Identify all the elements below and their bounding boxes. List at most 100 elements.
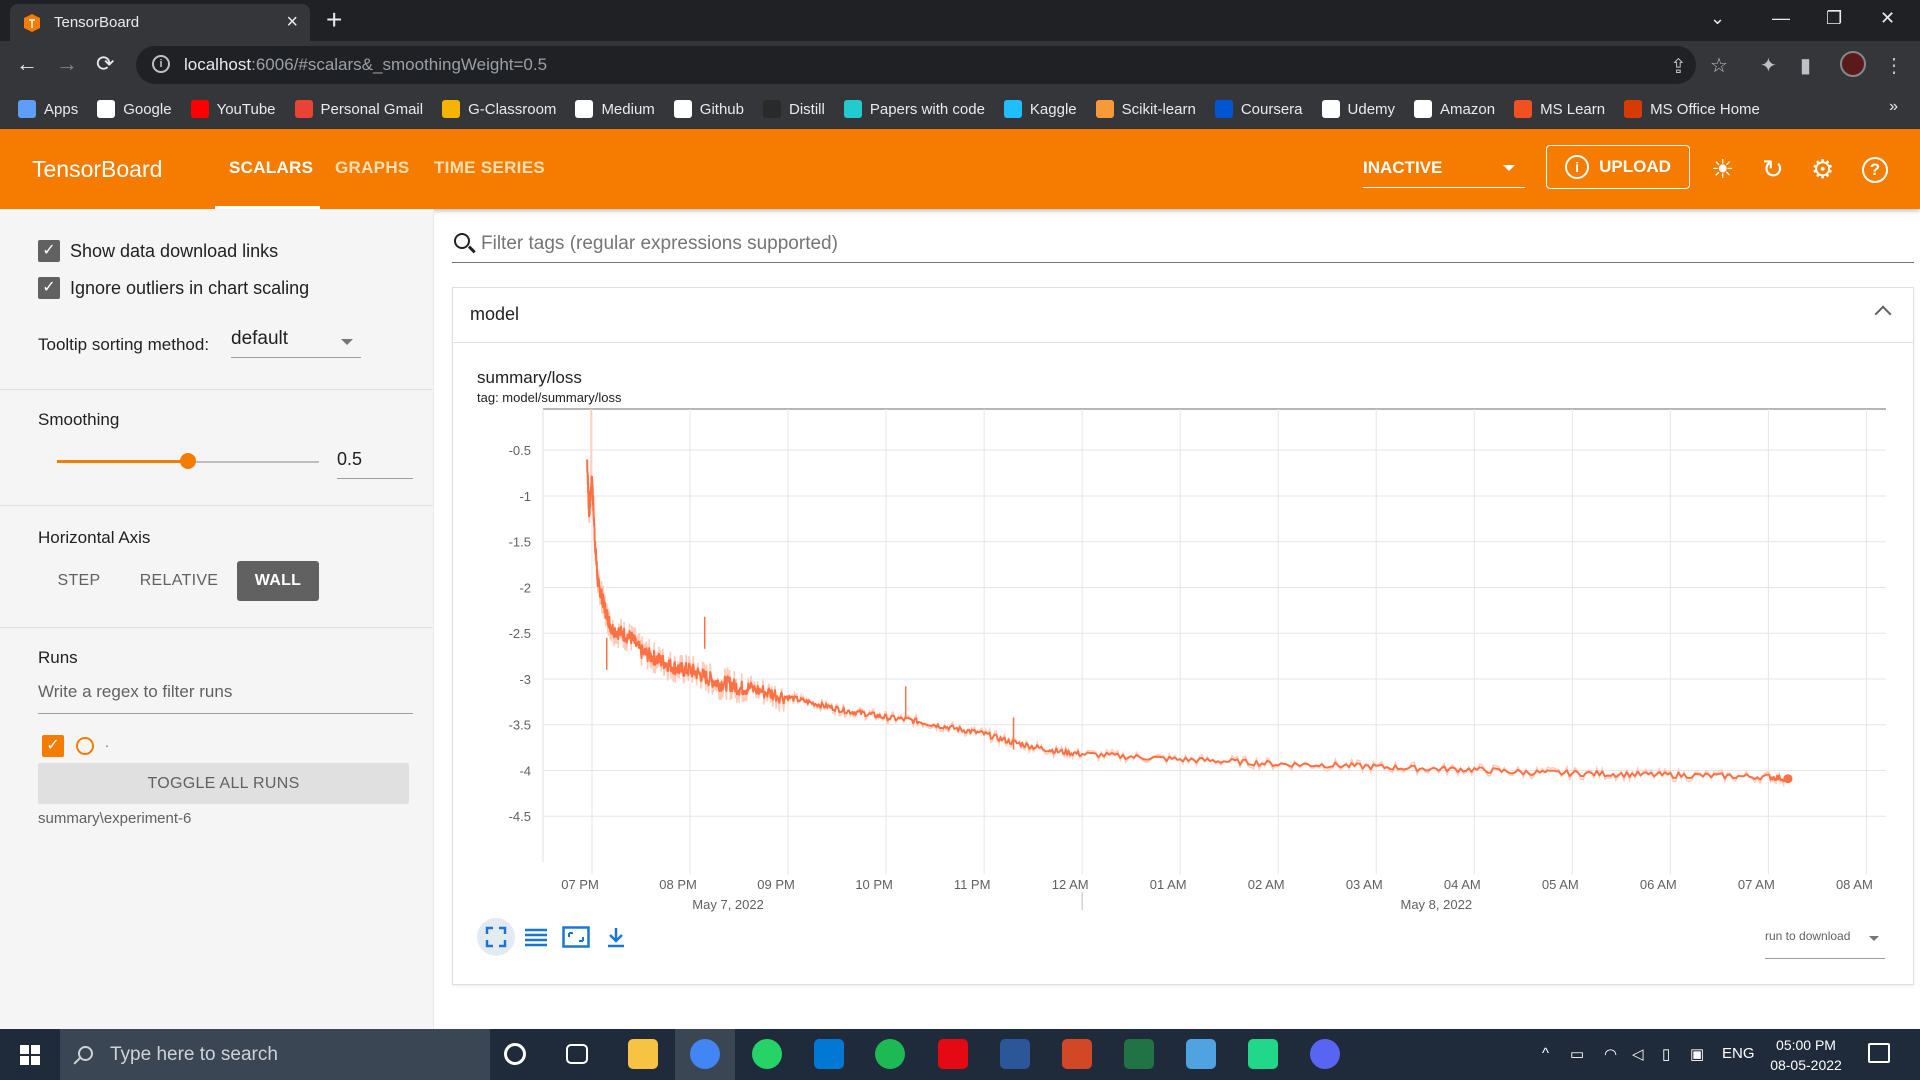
bookmark-label: Google (123, 100, 172, 118)
smoothing-slider-thumb[interactable] (180, 453, 196, 469)
divider (0, 389, 433, 390)
reload-data-icon[interactable]: ↻ (1762, 154, 1784, 184)
forward-icon[interactable]: → (56, 51, 78, 76)
bookmark-item[interactable]: Amazon (1414, 100, 1495, 118)
bookmark-item[interactable]: Github (673, 100, 744, 118)
pycharm-icon[interactable] (1248, 1039, 1278, 1069)
netflix-icon[interactable] (938, 1039, 968, 1069)
collapse-icon[interactable] (1874, 305, 1892, 323)
smoothing-input[interactable]: 0.5 (337, 449, 413, 479)
bookmark-star-icon[interactable]: ☆ (1710, 55, 1728, 77)
volume-icon[interactable]: ◁ (1632, 1046, 1644, 1063)
bookmark-item[interactable]: MS Office Home (1624, 100, 1760, 118)
powerpoint-icon[interactable] (1062, 1039, 1092, 1069)
help-icon[interactable]: ? (1862, 157, 1888, 183)
back-icon[interactable]: ← (16, 51, 38, 76)
axis-wall-button[interactable]: WALL (237, 561, 319, 601)
chrome-icon[interactable] (690, 1039, 720, 1069)
extensions-icon[interactable]: ✦ (1760, 55, 1777, 77)
profile-avatar[interactable] (1840, 51, 1866, 77)
tooltip-sorting-select[interactable]: default (231, 328, 361, 358)
notifications-icon[interactable] (1868, 1043, 1890, 1063)
plugin-select[interactable]: INACTIVE (1363, 158, 1525, 188)
bookmark-label: YouTube (216, 100, 276, 118)
run-color-icon[interactable] (76, 737, 94, 755)
discord-icon[interactable] (1310, 1039, 1340, 1069)
tab-graphs[interactable]: GRAPHS (335, 158, 410, 177)
close-tab-icon[interactable]: × (286, 11, 298, 33)
tensorboard-logo[interactable]: TensorBoard (32, 156, 163, 182)
bookmark-item[interactable]: Coursera (1214, 100, 1303, 118)
taskbar-clock[interactable]: 05:00 PM 08-05-2022 (1766, 1035, 1846, 1075)
tag-filter-input[interactable]: Filter tags (regular expressions support… (452, 227, 1914, 263)
upload-button[interactable]: i UPLOAD (1546, 145, 1690, 189)
whatsapp-icon[interactable] (752, 1039, 782, 1069)
file-explorer-icon[interactable] (628, 1039, 658, 1069)
control-panel-icon[interactable] (1186, 1039, 1216, 1069)
axis-relative-button[interactable]: RELATIVE (139, 572, 219, 589)
show-download-links-checkbox[interactable]: ✓ (38, 240, 60, 262)
bookmark-item[interactable]: Apps (18, 100, 78, 118)
side-panel-icon[interactable]: ▮ (1800, 55, 1812, 77)
microphone-icon[interactable]: ▯ (1662, 1046, 1671, 1063)
browser-tab[interactable]: TensorBoard × (10, 4, 310, 41)
tab-scalars[interactable]: SCALARS (229, 158, 314, 177)
axis-step-button[interactable]: STEP (57, 572, 101, 589)
excel-icon[interactable] (1124, 1039, 1154, 1069)
bookmark-item[interactable]: YouTube (190, 100, 276, 118)
download-button[interactable] (597, 918, 635, 956)
bookmark-item[interactable]: Personal Gmail (294, 100, 423, 118)
search-icon (454, 233, 470, 249)
run-checkbox[interactable]: ✓ (42, 735, 64, 757)
x-date-label: May 8, 2022 (1401, 897, 1473, 912)
fit-domain-button[interactable] (477, 918, 515, 956)
minimize-icon[interactable]: — (1772, 8, 1790, 28)
card-header[interactable]: model (453, 288, 1913, 343)
bookmark-item[interactable]: MS Learn (1514, 100, 1605, 118)
windows-start-icon[interactable] (20, 1045, 40, 1065)
ignore-outliers-checkbox[interactable]: ✓ (38, 277, 60, 299)
settings-gear-icon[interactable]: ⚙ (1811, 154, 1835, 184)
wifi-icon[interactable]: ◠ (1604, 1046, 1618, 1063)
tag-group-card: model summary/loss tag: model/summary/lo… (452, 287, 1914, 985)
taskbar-search-box[interactable]: Type here to search (60, 1029, 490, 1080)
spotify-icon[interactable] (875, 1039, 905, 1069)
loss-chart[interactable]: -0.5 -1 -1.5 -2 -2.5 -3 -3.5 -4 -4.5 07 PM 08 PM 09… (453, 403, 1913, 918)
address-bar[interactable]: i localhost:6006/#scalars&_smoothingWeig… (136, 46, 1728, 84)
display-icon[interactable]: ▣ (1690, 1046, 1705, 1063)
close-window-icon[interactable]: ✕ (1880, 8, 1896, 28)
bookmark-item[interactable]: Google (97, 100, 172, 118)
menu-icon[interactable]: ⋮ (1884, 55, 1904, 77)
toggle-log-scale-button[interactable] (517, 918, 555, 956)
share-icon[interactable]: ⇪ (1670, 56, 1687, 78)
task-view-icon[interactable] (566, 1044, 588, 1064)
bookmark-item[interactable]: Udemy (1321, 100, 1395, 118)
bookmark-item[interactable]: Medium (575, 100, 655, 118)
bookmark-item[interactable]: Distill (763, 100, 825, 118)
run-to-download-select[interactable]: run to download (1765, 929, 1885, 959)
cortana-icon[interactable] (504, 1043, 526, 1065)
horizontal-axis-label: Horizontal Axis (38, 528, 151, 547)
bookmark-item[interactable]: Papers with code (843, 100, 985, 118)
tab-time-series[interactable]: TIME SERIES (434, 158, 545, 177)
site-info-icon[interactable]: i (152, 55, 170, 73)
runs-filter-input[interactable]: Write a regex to filter runs (38, 682, 413, 714)
new-tab-icon[interactable]: + (326, 4, 343, 35)
outlook-icon[interactable] (814, 1039, 844, 1069)
show-hidden-icons-icon[interactable]: ^ (1542, 1045, 1550, 1062)
reload-icon[interactable]: ⟳ (96, 51, 115, 76)
bookmark-item[interactable]: Scikit-learn (1095, 100, 1196, 118)
toggle-all-runs-button[interactable]: TOGGLE ALL RUNS (38, 763, 409, 804)
battery-icon[interactable]: ▭ (1570, 1046, 1585, 1063)
restore-icon[interactable]: ❐ (1826, 8, 1843, 28)
language-indicator[interactable]: ENG (1722, 1045, 1755, 1062)
bookmark-label: Distill (789, 100, 825, 118)
fit-view-button[interactable] (557, 918, 595, 956)
theme-toggle-icon[interactable]: ☀ (1711, 154, 1735, 184)
bookmark-item[interactable]: Kaggle (1003, 100, 1077, 118)
bookmark-item[interactable]: G-Classroom (442, 100, 556, 118)
y-tick-label: -1 (519, 489, 531, 504)
bookmarks-more[interactable]: » (1889, 98, 1898, 115)
tab-search-icon[interactable]: ⌄ (1710, 8, 1726, 28)
word-icon[interactable] (1000, 1039, 1030, 1069)
